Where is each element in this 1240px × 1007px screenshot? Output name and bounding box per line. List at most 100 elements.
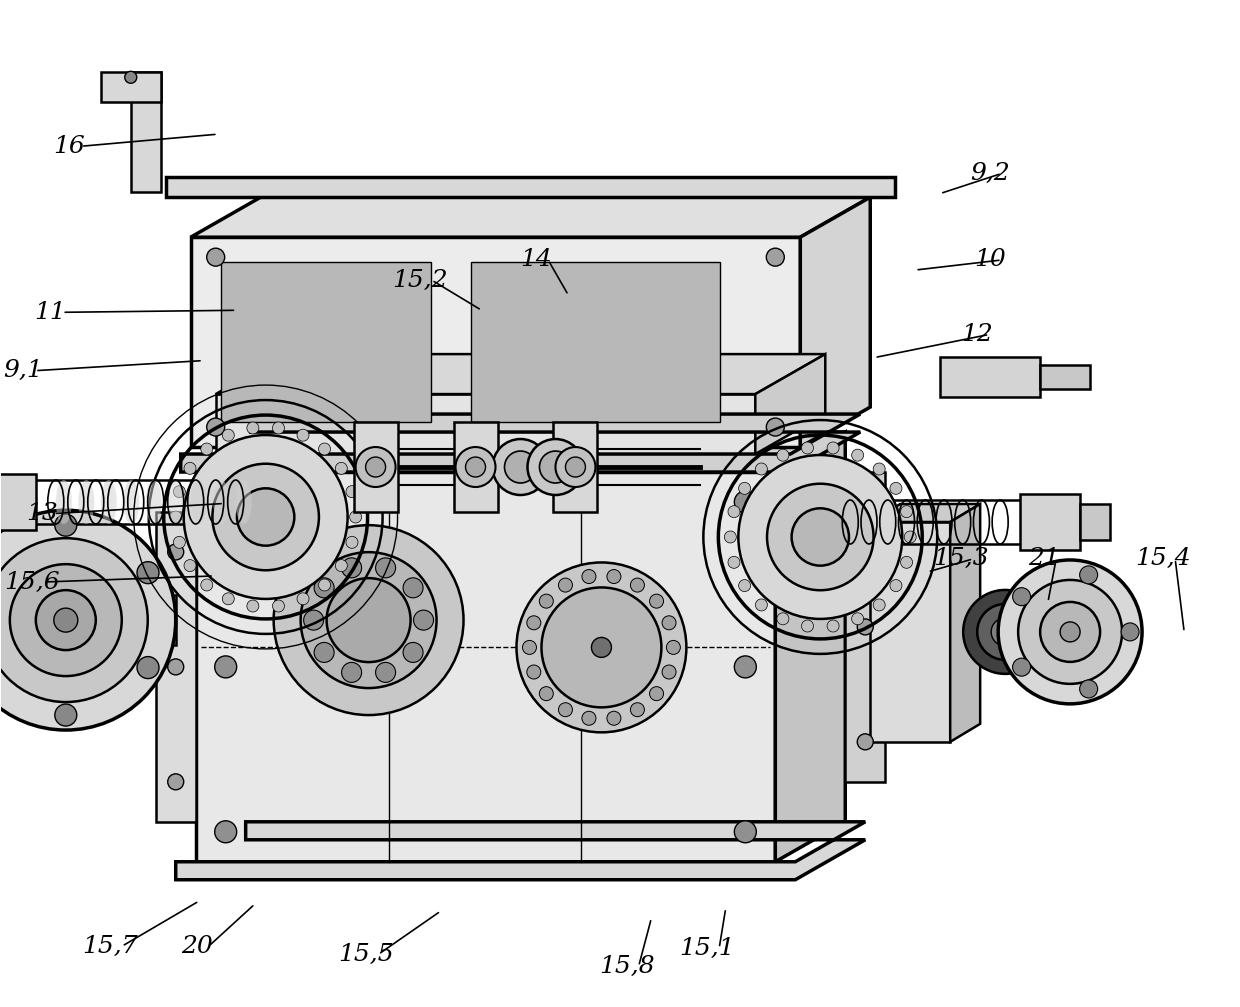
Circle shape xyxy=(857,619,873,634)
Circle shape xyxy=(414,610,434,630)
Circle shape xyxy=(527,439,584,495)
Polygon shape xyxy=(940,357,1040,397)
Circle shape xyxy=(728,556,740,568)
Circle shape xyxy=(247,600,259,612)
Circle shape xyxy=(766,248,785,266)
Circle shape xyxy=(300,552,436,688)
Circle shape xyxy=(350,511,362,523)
Circle shape xyxy=(666,640,681,655)
Polygon shape xyxy=(196,432,846,472)
Circle shape xyxy=(346,485,358,497)
Circle shape xyxy=(465,457,486,477)
Polygon shape xyxy=(800,197,870,447)
Circle shape xyxy=(237,488,294,546)
Text: 15,2: 15,2 xyxy=(392,269,448,292)
Circle shape xyxy=(734,491,756,513)
Circle shape xyxy=(1080,566,1097,584)
Circle shape xyxy=(791,509,849,566)
Circle shape xyxy=(998,560,1142,704)
Circle shape xyxy=(1121,623,1140,640)
Circle shape xyxy=(167,544,184,560)
Circle shape xyxy=(341,663,362,683)
Polygon shape xyxy=(870,522,950,742)
Text: 10: 10 xyxy=(973,249,1006,272)
Polygon shape xyxy=(156,512,196,822)
Ellipse shape xyxy=(213,480,229,524)
Circle shape xyxy=(207,418,224,436)
Circle shape xyxy=(565,457,585,477)
Text: 15,7: 15,7 xyxy=(82,934,138,958)
Circle shape xyxy=(314,642,334,663)
Circle shape xyxy=(138,657,159,679)
Polygon shape xyxy=(775,432,846,862)
Circle shape xyxy=(582,570,596,583)
Circle shape xyxy=(55,515,77,536)
Circle shape xyxy=(857,504,873,520)
Circle shape xyxy=(366,457,386,477)
Circle shape xyxy=(212,464,319,570)
Circle shape xyxy=(766,418,785,436)
Circle shape xyxy=(857,734,873,750)
Polygon shape xyxy=(0,474,36,530)
Polygon shape xyxy=(221,262,430,422)
Circle shape xyxy=(558,703,573,717)
Ellipse shape xyxy=(236,480,252,524)
Circle shape xyxy=(977,604,1033,660)
Circle shape xyxy=(582,711,596,725)
Circle shape xyxy=(724,531,737,543)
Circle shape xyxy=(326,578,410,662)
Text: 15,6: 15,6 xyxy=(4,571,60,593)
Circle shape xyxy=(606,570,621,583)
Circle shape xyxy=(662,616,676,629)
Circle shape xyxy=(630,578,645,592)
Circle shape xyxy=(376,663,396,683)
Circle shape xyxy=(1018,580,1122,684)
Circle shape xyxy=(527,616,541,629)
Circle shape xyxy=(991,618,1019,645)
Circle shape xyxy=(777,449,789,461)
Polygon shape xyxy=(166,177,895,197)
Circle shape xyxy=(273,422,284,434)
Circle shape xyxy=(768,483,873,590)
Polygon shape xyxy=(553,422,598,512)
Text: 20: 20 xyxy=(181,934,212,958)
Circle shape xyxy=(738,455,903,619)
Text: 15,1: 15,1 xyxy=(680,937,735,960)
Circle shape xyxy=(542,587,661,707)
Circle shape xyxy=(873,463,885,475)
Circle shape xyxy=(36,590,95,651)
Circle shape xyxy=(273,600,284,612)
Circle shape xyxy=(341,558,362,578)
Circle shape xyxy=(606,711,621,725)
Ellipse shape xyxy=(100,480,117,524)
Polygon shape xyxy=(950,504,980,742)
Text: 9,2: 9,2 xyxy=(970,162,1009,185)
Polygon shape xyxy=(454,422,497,512)
Circle shape xyxy=(403,578,423,598)
Circle shape xyxy=(207,248,224,266)
Ellipse shape xyxy=(146,480,161,524)
Circle shape xyxy=(539,451,572,483)
Circle shape xyxy=(522,640,537,655)
Ellipse shape xyxy=(78,480,94,524)
Text: 9,1: 9,1 xyxy=(4,359,43,383)
Polygon shape xyxy=(846,472,885,781)
Polygon shape xyxy=(191,238,800,447)
Polygon shape xyxy=(216,394,755,454)
Circle shape xyxy=(873,599,885,611)
Circle shape xyxy=(222,593,234,605)
Circle shape xyxy=(55,704,77,726)
Polygon shape xyxy=(176,822,866,880)
Circle shape xyxy=(184,462,196,474)
Circle shape xyxy=(222,429,234,441)
Circle shape xyxy=(314,578,334,598)
Circle shape xyxy=(319,579,331,591)
Polygon shape xyxy=(130,73,161,192)
Circle shape xyxy=(904,531,916,543)
Circle shape xyxy=(215,656,237,678)
Circle shape xyxy=(0,511,176,730)
Text: 21: 21 xyxy=(1028,548,1060,570)
Circle shape xyxy=(801,620,813,632)
Text: 15,5: 15,5 xyxy=(339,943,394,966)
Circle shape xyxy=(739,580,750,591)
